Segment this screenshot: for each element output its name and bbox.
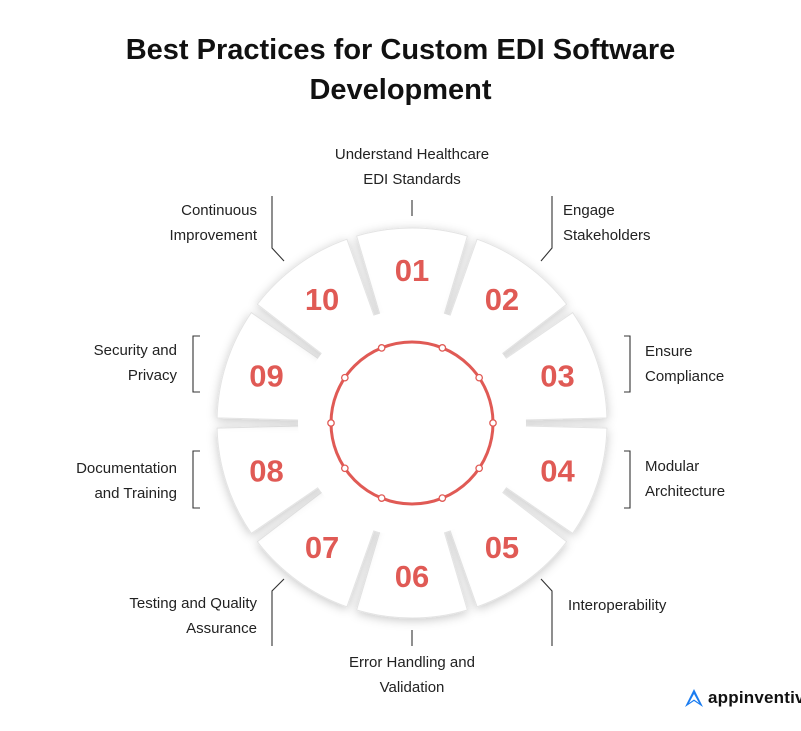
logo-text: appinventiv (708, 688, 801, 707)
step-label-06: Error Handling and Validation (349, 654, 475, 696)
step-number-08: 08 (249, 453, 283, 488)
leader-02 (540, 196, 553, 262)
step-number-05: 05 (485, 530, 519, 565)
step-number-03: 03 (540, 359, 574, 394)
ring-dot (475, 464, 484, 473)
step-label-03: Ensure Compliance (645, 343, 725, 385)
step-number-04: 04 (540, 453, 575, 488)
ring-dot (377, 494, 386, 502)
leader-09 (192, 335, 200, 393)
ring-dot (327, 419, 335, 427)
step-label-08: Documentation and Training (76, 460, 177, 502)
step-label-04: Modular Architecture (645, 458, 726, 500)
step-number-07: 07 (305, 530, 339, 565)
step-label-10: Continuous Improvement (169, 202, 257, 244)
step-label-07: Testing and Quality Assurance (129, 595, 257, 637)
leader-05 (540, 578, 553, 646)
step-number-10: 10 (305, 282, 339, 317)
leader-08 (192, 450, 200, 509)
ring-dot (340, 373, 349, 382)
ring-dot (340, 464, 349, 473)
leader-03 (624, 335, 631, 393)
title-line-2: Development (309, 74, 492, 106)
ring-dot (475, 373, 484, 382)
step-number-06: 06 (395, 559, 429, 594)
step-number-02: 02 (485, 282, 519, 317)
step-label-09: Security and Privacy (93, 342, 177, 384)
title-line-1: Best Practices for Custom EDI Software (125, 34, 676, 66)
ring-dot (377, 344, 386, 352)
brand-logo: appinventiv (684, 688, 801, 708)
step-label-02: Engage Stakeholders (563, 202, 651, 244)
appinventiv-logo-icon (685, 689, 703, 707)
ring-dot (438, 344, 447, 352)
leader-07 (271, 578, 285, 646)
step-label-01: Understand Healthcare EDI Standards (334, 146, 490, 188)
page-title: Best Practices for Custom EDI Software D… (0, 30, 801, 110)
leader-04 (624, 450, 631, 509)
step-number-01: 01 (395, 253, 429, 288)
ring-dot (438, 494, 447, 502)
step-number-09: 09 (249, 359, 283, 394)
ring-dot (489, 419, 497, 427)
leader-10 (271, 196, 285, 262)
step-label-05: Interoperability (568, 597, 667, 614)
